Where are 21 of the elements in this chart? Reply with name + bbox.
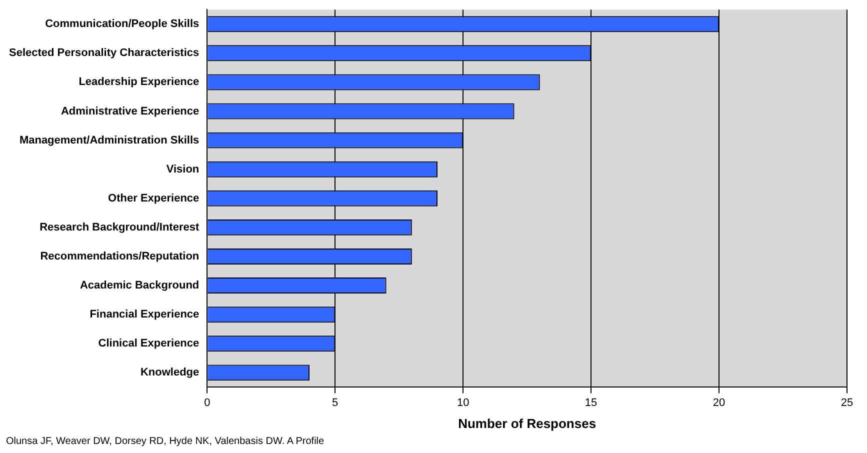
text: Olunsa JF, Weaver DW, Dorsey RD, Hyde NK, Valenbasis DW. A Profile — [6, 436, 324, 447]
y-tick-label: Management/Administration Skills — [19, 134, 200, 146]
y-tick-label: Recommendations/Reputation — [40, 250, 200, 263]
y-tick-label: Administrative Experience — [60, 105, 200, 118]
x-tick-label: 10 — [456, 396, 470, 409]
x-tick-label: 0 — [204, 396, 210, 409]
y-tick-label: Academic Background — [80, 280, 200, 292]
y-tick-label: Knowledge — [140, 366, 200, 379]
x-tick-label: 5 — [332, 396, 338, 409]
y-tick-label: Clinical Experience — [98, 338, 200, 350]
y-tick-label: Leadership Experience — [78, 76, 200, 88]
x-tick-label: 15 — [584, 396, 598, 409]
y-tick-label: Financial Experience — [90, 308, 200, 321]
y-tick-label: Communication/People Skills — [45, 18, 200, 30]
x-tick-label: 20 — [712, 396, 726, 409]
y-tick-label: Research Background/Interest — [40, 221, 200, 234]
x-axis-title: Number of Responses — [458, 416, 596, 431]
y-tick-label: Selected Personality Characteristics — [8, 47, 200, 60]
y-tick-label: Other Experience — [108, 192, 200, 204]
y-tick-label: Vision — [166, 163, 200, 176]
x-tick-label: 25 — [840, 396, 854, 409]
